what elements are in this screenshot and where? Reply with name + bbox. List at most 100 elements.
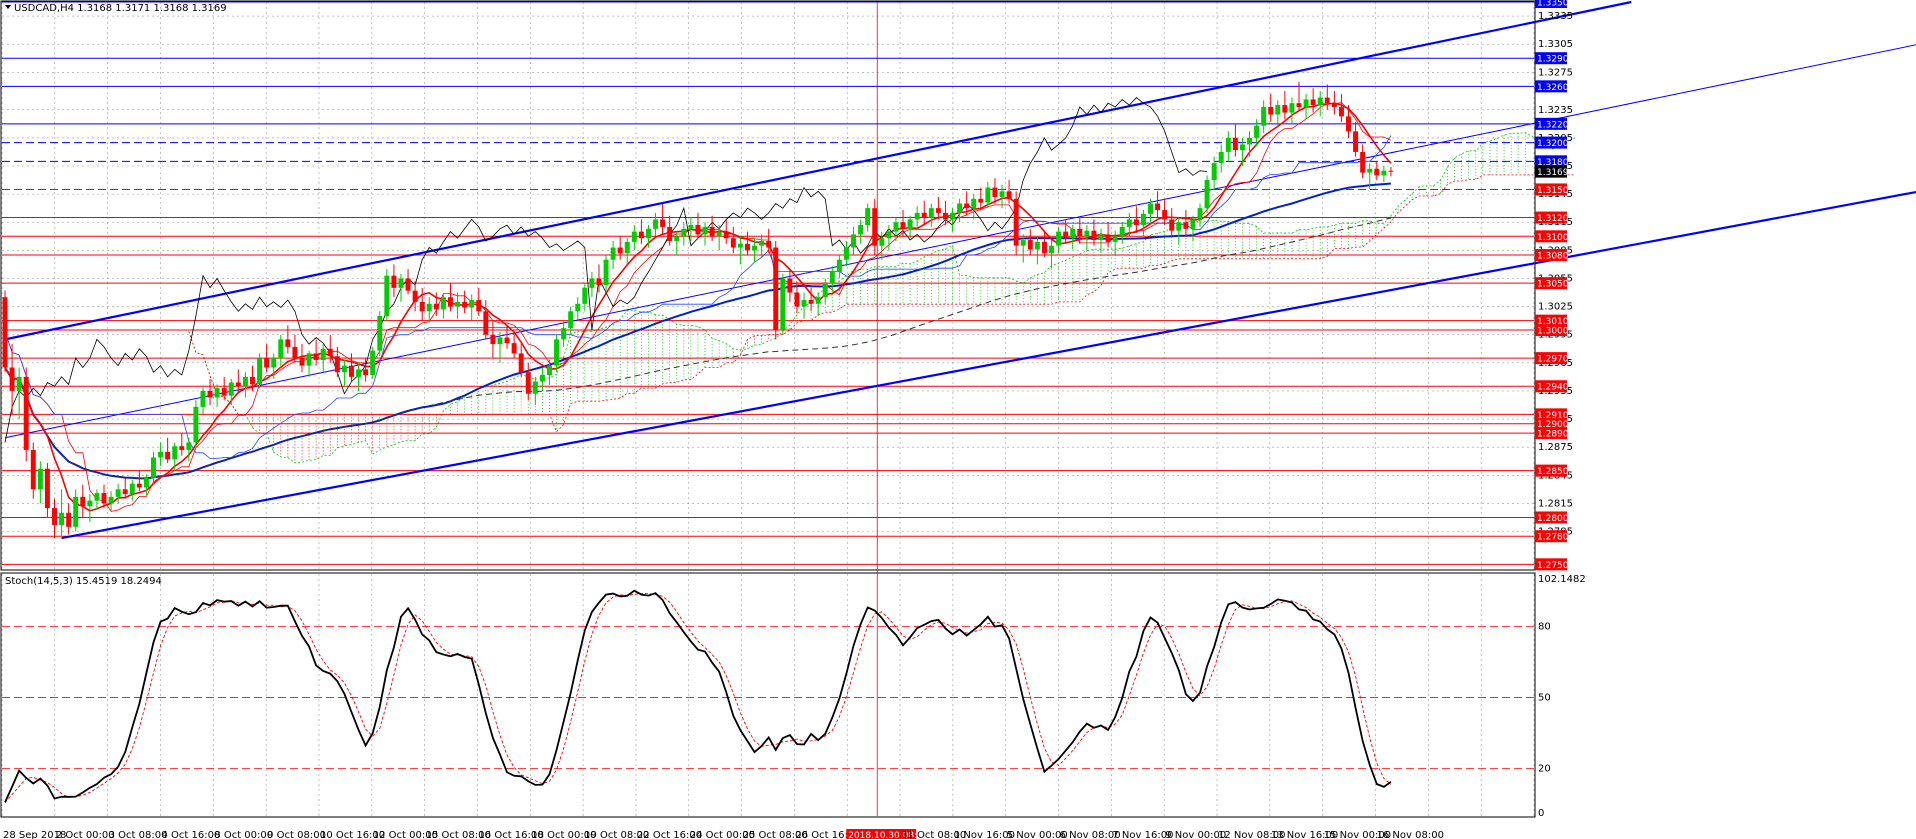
level-price-label: 1.2890	[1537, 430, 1569, 440]
candle-bear	[1331, 103, 1337, 107]
price-axis: 1.33351.33051.32751.32351.32051.31751.31…	[1535, 0, 1573, 571]
candle-bear	[327, 348, 333, 357]
candle-bull	[582, 287, 588, 304]
candle-bear	[299, 358, 305, 366]
candle-bull	[914, 212, 920, 220]
time-tick-label: 19 Oct 08:00	[584, 830, 649, 839]
level-price-box	[1535, 352, 1567, 365]
tenkan-line	[4, 102, 1392, 512]
trend-channel-lines	[4, 0, 1916, 540]
level-price-box	[1535, 408, 1567, 421]
stoch-tick-label: 50	[1538, 693, 1551, 704]
candle-bear	[80, 496, 86, 507]
candle-bull	[1289, 103, 1295, 113]
candle-bear	[1006, 191, 1012, 199]
channel-line-upper	[4, 0, 1632, 341]
candle-bull	[129, 483, 135, 495]
candle-bull	[546, 365, 552, 376]
candle-bear	[1077, 228, 1083, 237]
price-tick-label: 1.3235	[1538, 105, 1573, 116]
time-tick-label: 4 Oct 16:00	[161, 830, 220, 839]
candle-bear	[730, 238, 736, 248]
time-tick-label: 25 Oct 08:00	[743, 830, 808, 839]
candle-bull	[193, 406, 199, 443]
candle-bull	[624, 241, 630, 254]
candle-bear	[872, 208, 878, 246]
candle-bull	[370, 350, 376, 376]
level-price-label: 1.3010	[1537, 317, 1569, 327]
candle-bull	[1211, 163, 1217, 181]
candle-bear	[1105, 234, 1111, 242]
candle-bull	[653, 219, 659, 229]
candle-bear	[1063, 231, 1069, 239]
candle-bull	[610, 247, 616, 260]
stoch-main-line	[4, 589, 1392, 803]
candle-bull	[532, 381, 538, 394]
candle-bear	[744, 243, 750, 251]
candle-bull	[1070, 228, 1076, 239]
candle-bull	[1056, 231, 1062, 246]
candle-bull	[957, 203, 963, 213]
candle-bull	[1275, 105, 1281, 115]
stoch-tick-label: 102.1482	[1538, 574, 1586, 585]
level-price-label: 1.2800	[1537, 514, 1569, 524]
candle-bull	[143, 478, 149, 488]
candle-bear	[9, 367, 15, 391]
level-price-label: 1.3260	[1537, 83, 1569, 93]
candle-bull	[1190, 219, 1196, 229]
candle-bear	[250, 376, 255, 385]
level-price-box	[1535, 136, 1567, 149]
candle-bull	[716, 231, 722, 237]
candle-bull	[681, 228, 687, 237]
candle-bull	[829, 271, 835, 284]
time-tick-label: 1 Nov 16:00	[954, 830, 1015, 839]
candle-bear	[511, 343, 517, 354]
candle-bear	[723, 231, 729, 239]
candle-bull	[702, 226, 708, 235]
candle-bull	[1049, 245, 1054, 254]
price-tick-label: 1.3275	[1538, 67, 1573, 78]
symbol-header: USDCAD,H4 1.3168 1.3171 1.3168 1.3169	[14, 3, 227, 14]
candle-bull	[858, 225, 864, 235]
ma-fast-line	[4, 102, 1392, 512]
candle-bull	[469, 300, 475, 308]
level-price-label: 1.3000	[1537, 327, 1569, 337]
symbol-dropdown-icon[interactable]	[5, 5, 11, 9]
horizontal-levels	[2, 1, 1534, 565]
level-price-label: 1.2850	[1537, 467, 1569, 477]
time-tick-label: 10 Oct 16:00	[320, 830, 385, 839]
price-tick-label: 1.3025	[1538, 302, 1573, 313]
candle-bear	[462, 301, 468, 308]
time-tick-label: 16 Nov 08:00	[1377, 830, 1444, 839]
candle-bear	[122, 489, 128, 495]
stoch-tick-label: 80	[1538, 621, 1551, 632]
candle-bear	[794, 292, 800, 307]
candle-bull	[172, 446, 178, 460]
candle-bear	[30, 449, 36, 490]
candle-bull	[377, 315, 383, 351]
candle-bull	[158, 451, 164, 458]
level-price-box	[1535, 211, 1567, 224]
level-price-box	[1535, 80, 1567, 93]
candle-bull	[1084, 230, 1090, 237]
candle-bull	[568, 311, 574, 329]
candle-bear	[1091, 230, 1097, 241]
candle-bear	[1310, 99, 1316, 106]
candle-bear	[235, 382, 241, 387]
candle-bull	[674, 236, 680, 241]
time-tick-label: 2 Oct 00:00	[56, 830, 115, 839]
channel-line-lower	[61, 190, 1916, 540]
candle-bull	[1239, 144, 1245, 151]
senkou-span-a	[188, 132, 1576, 464]
candle-bear	[1324, 97, 1330, 104]
price-tick-label: 1.2875	[1538, 442, 1573, 453]
highlighted-time-box	[846, 829, 917, 839]
candle-bull	[950, 212, 955, 220]
candle-bull	[1317, 97, 1323, 106]
moving-average-lines	[4, 97, 1392, 512]
candle-bull	[320, 348, 326, 361]
candle-bull	[928, 208, 934, 218]
level-price-label: 1.3080	[1537, 252, 1569, 262]
candle-bear	[709, 226, 715, 237]
